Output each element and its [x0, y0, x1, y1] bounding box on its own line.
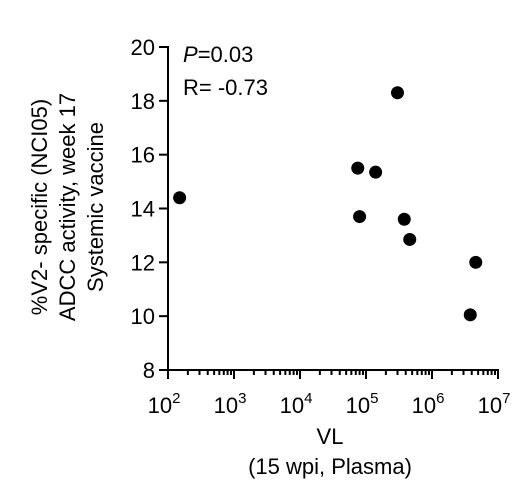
x-tick-label: 104 — [280, 390, 313, 418]
y-tick-label: 20 — [131, 35, 155, 60]
data-point — [469, 255, 483, 269]
p-label: P — [183, 42, 198, 67]
x-tick-label: 107 — [478, 390, 511, 418]
r-value-annotation: R= -0.73 — [183, 75, 268, 100]
x-ticks: 102 103 104 105 106 107 — [148, 370, 511, 418]
x-tick-label: 105 — [346, 390, 379, 418]
y-axis-label-line-3: Systemic vaccine — [83, 122, 108, 292]
y-tick-label: 12 — [131, 250, 155, 275]
data-point — [397, 212, 411, 226]
data-point — [351, 161, 365, 175]
y-axis-label-line-2: ADCC activity, week 17 — [55, 93, 80, 321]
data-point — [390, 86, 404, 100]
data-points — [173, 86, 483, 322]
y-tick-label: 14 — [131, 197, 155, 222]
data-point — [463, 308, 477, 322]
p-value: =0.03 — [198, 42, 254, 67]
p-value-annotation: P=0.03 — [183, 42, 253, 67]
y-axis-label-line-1: %V2- specific (NCI05) — [27, 99, 52, 315]
data-point — [403, 232, 417, 246]
data-point — [173, 191, 187, 205]
data-point — [369, 165, 383, 179]
y-tick-label: 8 — [143, 358, 155, 383]
y-tick-label: 16 — [131, 143, 155, 168]
y-ticks: 8 10 12 14 16 18 20 — [131, 35, 168, 383]
x-tick-label: 106 — [412, 390, 445, 418]
y-tick-label: 18 — [131, 89, 155, 114]
x-tick-label: 102 — [148, 390, 181, 418]
data-point — [353, 210, 367, 224]
x-axis-label: VL — [317, 424, 344, 449]
y-tick-label: 10 — [131, 304, 155, 329]
x-tick-label: 103 — [214, 390, 247, 418]
x-axis-sublabel: (15 wpi, Plasma) — [248, 454, 412, 479]
